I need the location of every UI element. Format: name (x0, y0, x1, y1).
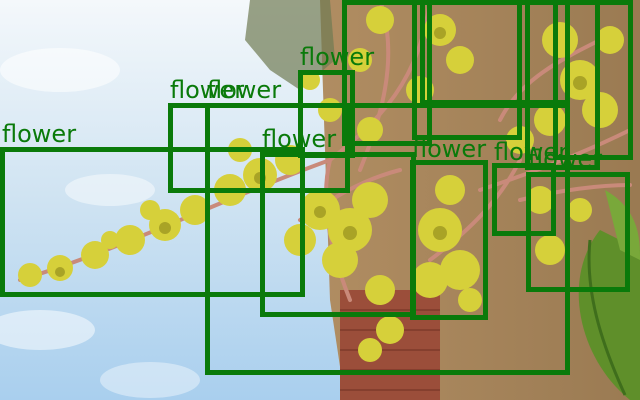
flower-box-label: flower (170, 76, 245, 104)
flower-bounding-box (420, 0, 570, 105)
flower-bounding-box (410, 160, 488, 320)
flower-bounding-box (342, 0, 432, 146)
flower-bounding-box (0, 147, 305, 297)
flower-bounding-box (526, 172, 630, 292)
flower-bounding-box (553, 0, 633, 160)
flower-box-label: flower (412, 135, 487, 163)
flower-bounding-box (260, 152, 416, 317)
flower-bounding-box (205, 103, 570, 375)
flower-box-label: flower (262, 125, 337, 153)
flower-box-label: flower (207, 76, 282, 104)
flower-box-label: flower (300, 43, 375, 71)
flower-box-label: flower (2, 120, 77, 148)
flower-bounding-box (492, 163, 556, 236)
